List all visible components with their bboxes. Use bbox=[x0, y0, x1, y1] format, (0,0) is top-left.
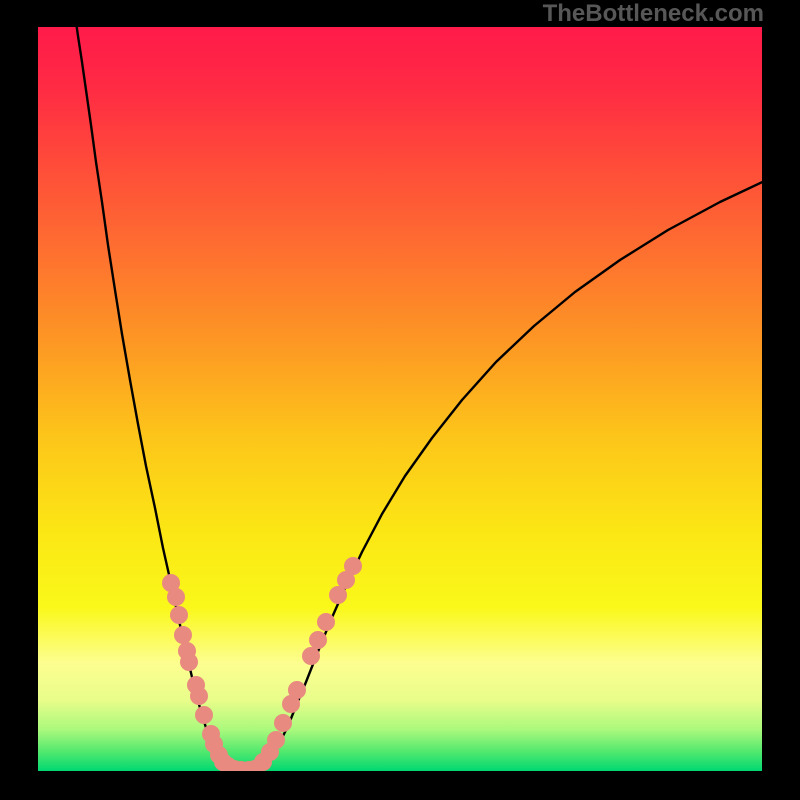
sample-dot bbox=[168, 589, 185, 606]
sample-dot bbox=[171, 607, 188, 624]
sample-dot bbox=[345, 558, 362, 575]
sample-dot bbox=[310, 632, 327, 649]
chart-stage: TheBottleneck.com bbox=[0, 0, 800, 800]
sample-dot bbox=[289, 682, 306, 699]
sample-dot bbox=[175, 627, 192, 644]
sample-dot bbox=[303, 648, 320, 665]
heatmap-gradient bbox=[38, 27, 762, 771]
sample-dot bbox=[191, 688, 208, 705]
watermark-text: TheBottleneck.com bbox=[543, 0, 764, 28]
sample-dot bbox=[275, 715, 292, 732]
sample-dot bbox=[330, 587, 347, 604]
sample-dot bbox=[196, 707, 213, 724]
chart-svg bbox=[0, 0, 800, 800]
sample-dot bbox=[318, 614, 335, 631]
sample-dot bbox=[268, 732, 285, 749]
sample-dot bbox=[181, 654, 198, 671]
